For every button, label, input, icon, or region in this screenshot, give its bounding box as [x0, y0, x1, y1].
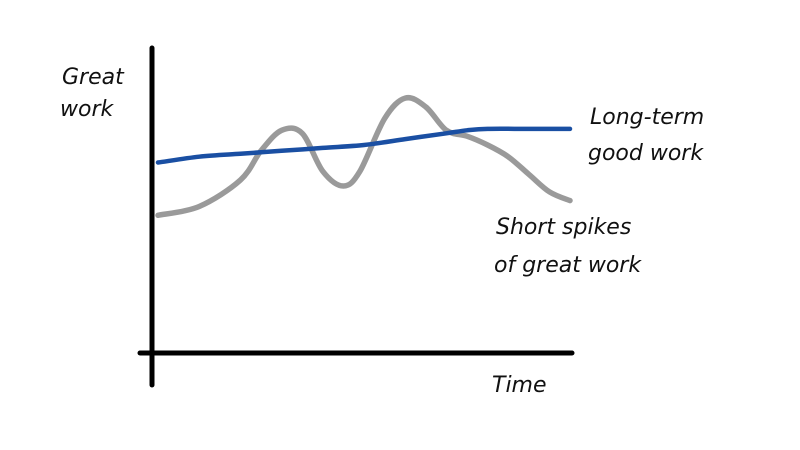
- series-label-long-term-line-2: good work: [588, 141, 704, 166]
- y-axis-label-line-2: work: [60, 97, 114, 122]
- series-label-short-spikes-line-1: Short spikes: [496, 215, 631, 240]
- series-label-short-spikes-line-2: of great work: [494, 253, 642, 278]
- series-layer: [155, 94, 573, 219]
- x-axis-label: Time: [492, 373, 547, 398]
- series-line-long-term-good-work: [155, 126, 573, 165]
- y-axis-label-line-1: Great: [62, 65, 125, 90]
- series-label-long-term-line-1: Long-term: [590, 105, 704, 130]
